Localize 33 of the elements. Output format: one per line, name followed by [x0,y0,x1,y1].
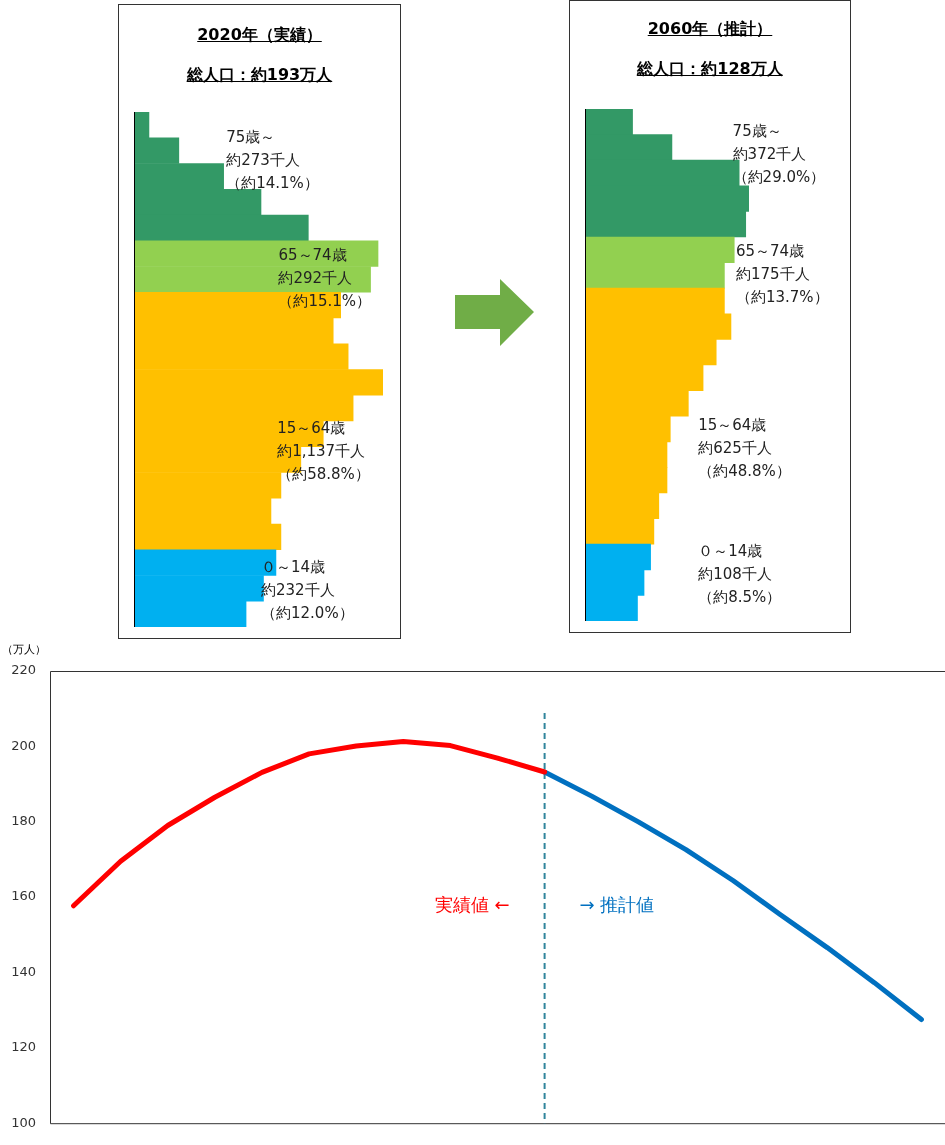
y-tick-label: 140 [11,963,36,979]
annotation: ０～14歳 [698,541,763,560]
annotation: 65～74歳 [735,242,805,261]
annotation: （約8.5%） [698,587,782,606]
annotation: ０～14歳 [260,557,326,576]
y-tick-label: 120 [11,1039,36,1055]
y-tick-label: 180 [11,813,36,829]
annotation: 15～64歳 [698,416,767,435]
y-tick-label: 160 [11,888,36,904]
annotation: 約625千人 [698,439,772,458]
chart-title: 2060年（推計） [646,19,774,40]
y-tick-label: 100 [11,1114,36,1130]
y-tick-label: 220 [11,662,36,678]
annotation: （約29.0%） [732,167,826,186]
annotation: 約292千人 [278,269,353,288]
annotation: 75歳～ [226,127,276,146]
annotation: 実績値 ← [434,893,510,915]
annotation: （約13.7%） [735,288,829,307]
annotation: 約175千人 [735,265,810,284]
annotation: （約48.8%） [698,462,791,481]
annotation: 約273千人 [226,150,300,169]
annotation: 約108千人 [698,564,772,583]
annotation: 75歳～ [732,121,782,140]
annotation: 65～74歳 [278,246,347,265]
annotation: （約14.1%） [226,173,319,192]
chart-subtitle: 総人口：約128万人 [635,59,784,80]
chart-title: 2020年（実績） [196,25,323,46]
annotation: （約12.0%） [260,603,354,622]
y-axis-title: （万人） [2,642,46,657]
annotation: 約372千人 [732,144,807,163]
annotation: → 推計値 [579,893,655,915]
chart-subtitle: 総人口：約193万人 [185,65,334,86]
y-tick-label: 200 [11,737,36,753]
